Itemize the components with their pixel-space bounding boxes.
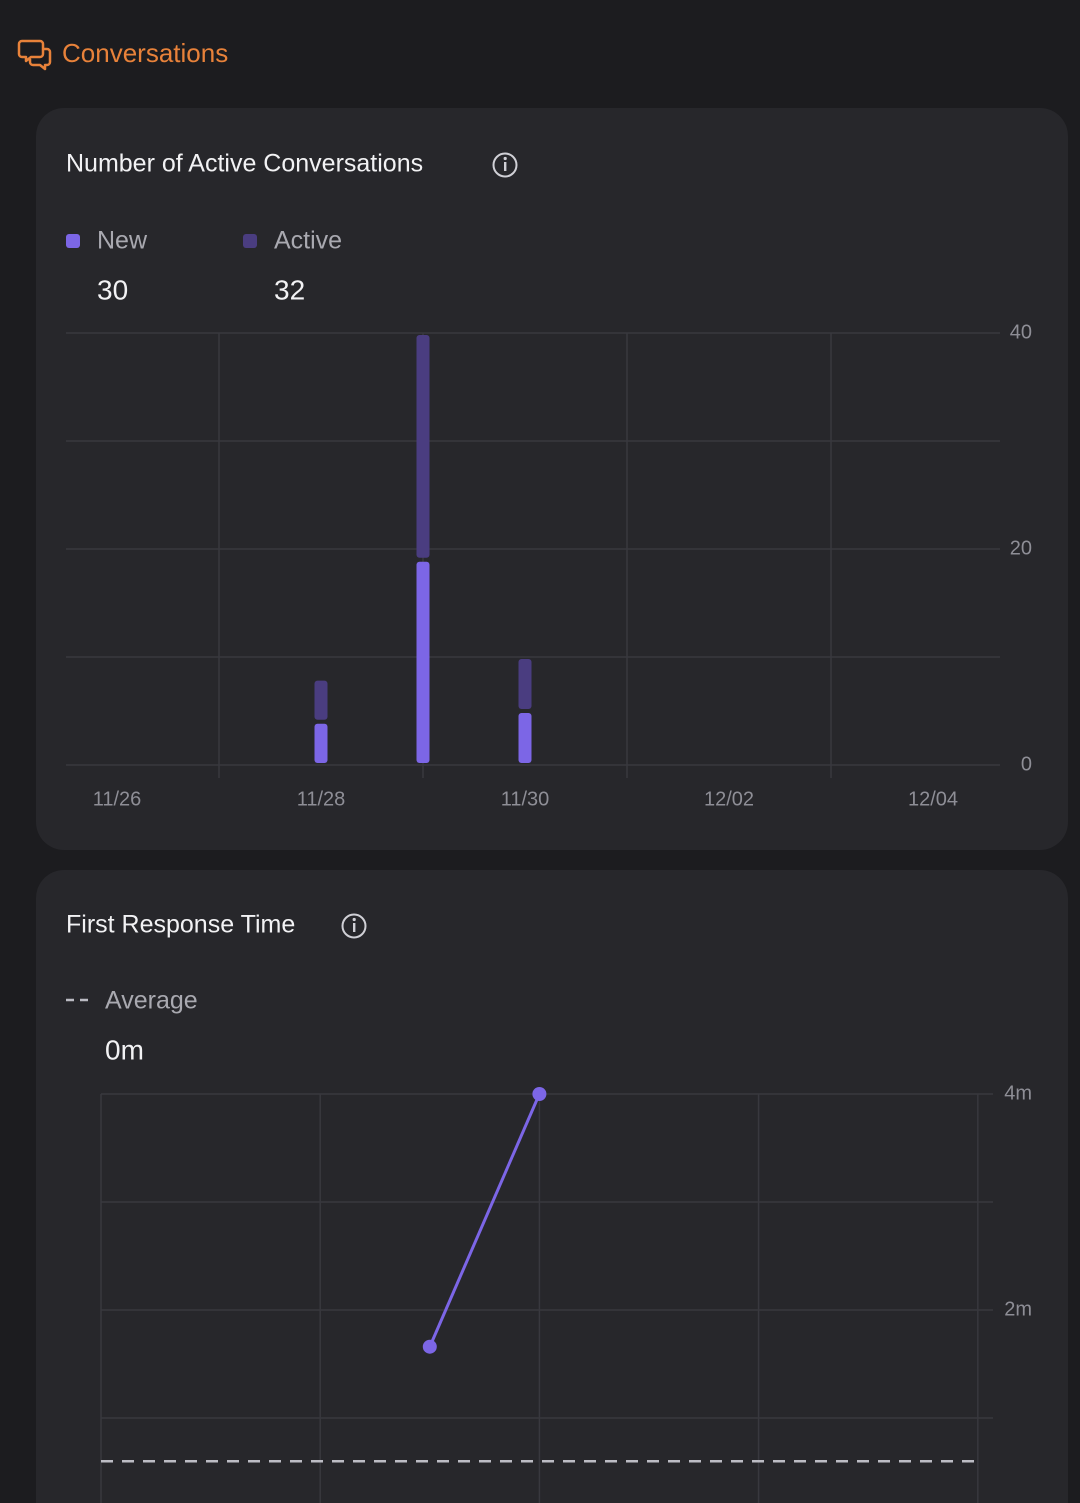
card xyxy=(36,108,1068,850)
bar-segment xyxy=(518,659,532,709)
legend-label: Average xyxy=(105,987,198,1015)
line xyxy=(428,1093,541,1348)
x-tick-label: 11/28 xyxy=(297,788,346,810)
legend-label: New xyxy=(97,227,148,255)
bar-segment xyxy=(518,713,532,763)
x-tick-label: 11/30 xyxy=(501,788,550,810)
conversations-icon xyxy=(17,39,52,71)
legend-value: 30 xyxy=(97,274,128,305)
bar-segment xyxy=(314,723,328,763)
x-tick-label: 11/26 xyxy=(93,788,142,810)
bar-segment xyxy=(416,561,430,763)
y-tick-label: 4m xyxy=(1004,1082,1032,1104)
legend-value: 32 xyxy=(274,274,305,305)
x-tick-label: 12/02 xyxy=(704,788,754,810)
y-tick-label: 40 xyxy=(1010,321,1032,343)
info-icon[interactable] xyxy=(492,152,518,178)
legend-value: 0m xyxy=(105,1034,144,1065)
point xyxy=(422,1339,437,1354)
section-title: Conversations xyxy=(62,38,228,68)
legend-swatch xyxy=(243,234,257,248)
legend-label: Active xyxy=(274,227,342,255)
chart-title: Number of Active Conversations xyxy=(66,150,423,178)
card xyxy=(36,870,1068,1503)
y-tick-label: 2m xyxy=(1004,1298,1032,1320)
y-tick-label: 0 xyxy=(1021,753,1032,775)
x-tick-label: 12/04 xyxy=(908,788,958,810)
bar-segment xyxy=(416,335,430,558)
info-icon[interactable] xyxy=(341,913,367,939)
y-tick-label: 20 xyxy=(1010,537,1032,559)
legend-average: Average 0m xyxy=(66,987,198,1065)
bar-segment xyxy=(314,680,328,720)
point xyxy=(532,1087,547,1101)
chart-title: First Response Time xyxy=(66,911,295,939)
legend-swatch xyxy=(66,234,80,248)
